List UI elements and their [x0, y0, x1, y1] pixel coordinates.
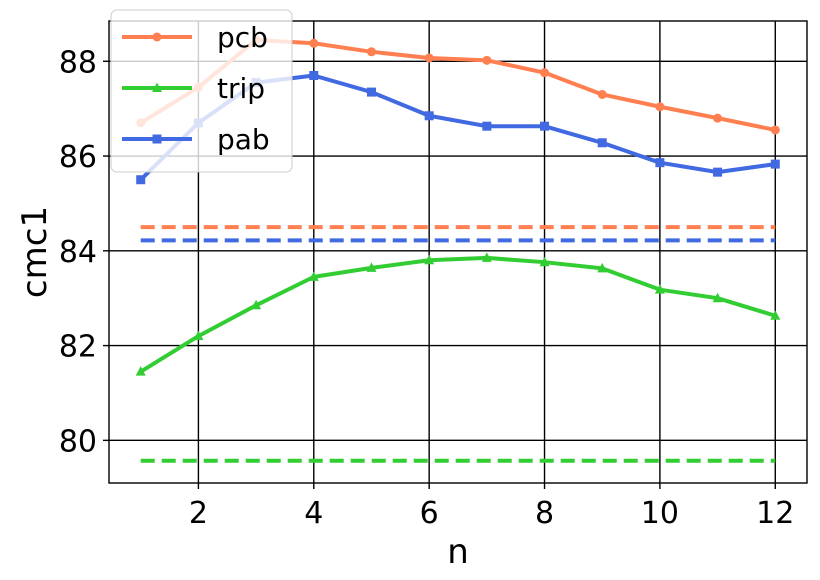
legend-item-trip[interactable]: trip	[122, 72, 265, 105]
data-point-pab	[424, 111, 434, 121]
x-tick-label: 4	[304, 496, 323, 531]
legend-label: trip	[217, 72, 265, 105]
y-tick-label: 86	[59, 140, 97, 175]
baselines	[140, 225, 776, 463]
legend-item-pab[interactable]: pab	[122, 123, 270, 156]
x-axis-label: n	[447, 532, 469, 572]
plot-frame	[108, 20, 808, 484]
y-tick-label: 88	[59, 45, 97, 80]
data-point-trip	[712, 292, 723, 303]
data-point-pcb	[482, 55, 492, 65]
legend[interactable]: pcb trip pab	[110, 9, 293, 173]
series-line-trip	[139, 255, 776, 374]
y-tick-label: 84	[59, 235, 97, 270]
y-tick-label: 82	[59, 330, 97, 365]
data-point-pcb	[424, 53, 434, 63]
data-point-pab	[366, 87, 376, 97]
x-tick-label: 10	[641, 496, 679, 531]
data-point-trip	[770, 310, 781, 320]
data-point-pcb	[713, 113, 723, 123]
x-tick-label: 8	[535, 496, 554, 531]
data-point-trip	[308, 271, 319, 281]
data-point-trip	[251, 299, 262, 310]
data-point-trip	[424, 254, 435, 265]
y-axis-ticks: 80 82 84 86 88	[59, 45, 109, 459]
data-point-pab	[713, 167, 723, 177]
data-point-trip	[597, 262, 608, 273]
data-point-pcb	[540, 68, 550, 78]
x-tick-label: 12	[756, 496, 794, 531]
data-point-trip	[481, 252, 492, 262]
data-point-pab	[770, 159, 780, 169]
data-point-pab	[309, 70, 319, 80]
legend-marker	[152, 32, 162, 42]
data-point-trip	[135, 366, 146, 376]
data-point-pab	[540, 121, 550, 131]
y-axis-label: cmc1	[15, 206, 55, 298]
data-point-pcb	[770, 125, 780, 135]
legend-marker	[152, 82, 162, 92]
data-point-pcb	[309, 38, 319, 48]
legend-box	[110, 9, 293, 173]
x-tick-label: 6	[420, 496, 439, 531]
x-axis-ticks: 2 4 6 8 10 12	[189, 483, 794, 531]
y-tick-label: 80	[59, 424, 97, 459]
legend-marker	[152, 134, 162, 144]
data-point-pab	[655, 158, 665, 168]
data-point-pcb	[366, 47, 376, 57]
legend-label: pab	[217, 123, 270, 156]
data-point-pab	[136, 175, 146, 185]
x-tick-label: 2	[189, 496, 208, 531]
series-trip	[135, 252, 781, 376]
data-point-trip	[193, 330, 204, 341]
data-point-trip	[654, 284, 665, 294]
legend-label: pcb	[217, 21, 268, 54]
data-point-trip	[539, 256, 550, 267]
legend-item-pcb[interactable]: pcb	[122, 21, 268, 54]
data-point-pab	[597, 138, 607, 148]
data-point-pcb	[655, 102, 665, 112]
data-point-pcb	[597, 89, 607, 99]
data-point-trip	[366, 262, 377, 272]
data-point-pab	[482, 121, 492, 131]
